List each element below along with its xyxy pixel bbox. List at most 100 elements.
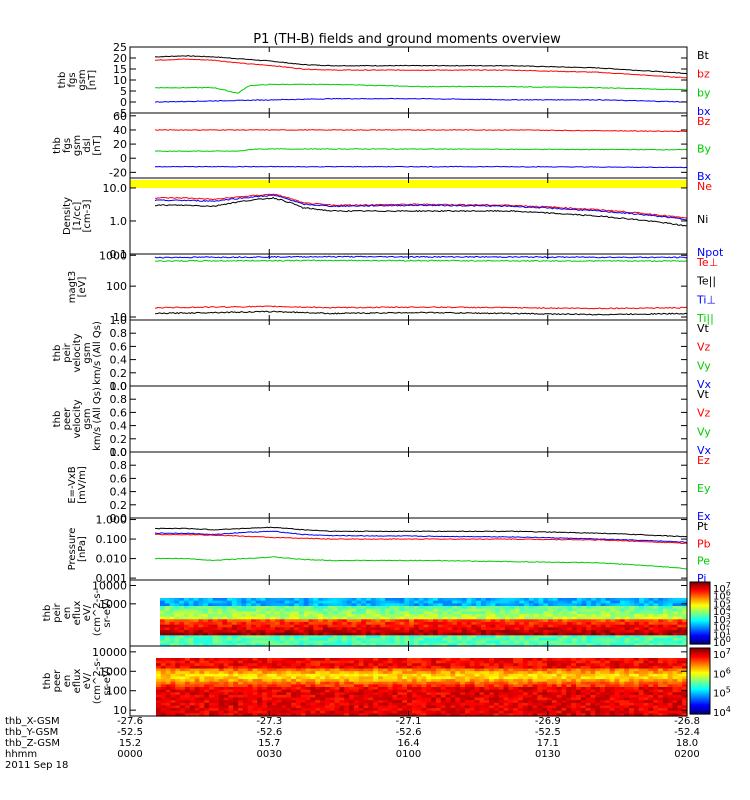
spectrogram-cell: [518, 692, 524, 696]
spectrogram-cell: [604, 697, 611, 701]
spectrogram-cell: [445, 679, 452, 683]
spectrogram-cell: [537, 681, 543, 685]
spectrogram-cell: [165, 694, 172, 699]
spectrogram-cell: [189, 713, 196, 717]
spectrogram-cell: [513, 702, 519, 707]
spectrogram-cell: [556, 689, 563, 693]
spectrogram-cell: [551, 681, 558, 685]
colorbar-cell: [690, 584, 710, 586]
legend-bt: Bt: [697, 49, 710, 62]
spectrogram-cell: [624, 614, 631, 618]
spectrogram-cell: [503, 687, 509, 691]
spectrogram-cell: [581, 624, 587, 628]
spectrogram-cell: [440, 708, 447, 712]
spectrogram-cell: [561, 687, 567, 691]
spectrogram-cell: [233, 679, 239, 683]
spectrogram-cell: [629, 700, 635, 704]
spectrogram-cell: [677, 713, 683, 717]
spectrogram-cell: [392, 676, 398, 680]
spectrogram-cell: [629, 687, 635, 691]
legend-bx: Bx: [697, 170, 712, 183]
spectrogram-cell: [629, 632, 635, 636]
spectrogram-cell: [614, 697, 621, 701]
spectrogram-cell: [571, 689, 577, 693]
spectrogram-cell: [402, 689, 408, 693]
spectrogram-cell: [207, 640, 214, 644]
spectrogram-cell: [609, 676, 616, 680]
spectrogram-cell: [399, 600, 405, 604]
spectrogram-cell: [156, 689, 162, 693]
spectrogram-cell: [267, 705, 273, 709]
spectrogram-cell: [247, 663, 254, 667]
spectrogram-cell: [619, 692, 625, 696]
spectrogram-cell: [289, 616, 295, 620]
spectrogram-cell: [493, 684, 500, 688]
spectrogram-cell: [378, 692, 384, 696]
spectrogram-cell: [600, 689, 606, 693]
spectrogram-cell: [174, 598, 180, 602]
spectrogram-cell: [170, 705, 176, 709]
spectrogram-cell: [460, 687, 466, 691]
spectrogram-cell: [382, 660, 389, 664]
spectrogram-cell: [464, 679, 471, 683]
spectrogram-cell: [586, 635, 592, 639]
spectrogram-cell: [533, 640, 540, 644]
spectrogram-cell: [428, 638, 434, 642]
spectrogram-cell: [204, 689, 210, 693]
spectrogram-cell: [194, 713, 201, 717]
spectrogram-cell: [260, 635, 266, 639]
spectrogram-cell: [279, 622, 286, 626]
spectrogram-cell: [366, 600, 372, 604]
spectrogram-cell: [493, 705, 500, 709]
spectrogram-cell: [480, 619, 487, 623]
spectrogram-cell: [349, 708, 355, 712]
spectrogram-cell: [404, 600, 410, 604]
spectrogram-cell: [236, 640, 243, 644]
spectrogram-cell: [440, 692, 447, 696]
x-axis-tick-value: -52.6: [396, 727, 422, 738]
spectrogram-cell: [600, 692, 606, 696]
spectrogram-cell: [461, 598, 468, 602]
spectrogram-cell: [241, 635, 247, 639]
spectrogram-cell: [466, 614, 473, 618]
spectrogram-cell: [294, 603, 300, 607]
spectrogram-cell: [207, 600, 214, 604]
spectrogram-cell: [271, 671, 278, 675]
spectrogram-cell: [677, 710, 683, 714]
spectrogram-cell: [373, 673, 379, 678]
spectrogram-cell: [218, 697, 225, 701]
spectrogram-cell: [433, 606, 439, 610]
spectrogram-cell: [450, 692, 456, 696]
spectrogram-cell: [223, 679, 230, 683]
spectrogram-cell: [332, 603, 338, 607]
spectrogram-cell: [358, 681, 365, 685]
spectrogram-cell: [375, 616, 381, 620]
spectrogram-cell: [677, 624, 683, 628]
spectrogram-cell: [648, 619, 655, 623]
spectrogram-cell: [522, 700, 529, 704]
spectrogram-cell: [270, 627, 276, 631]
spectrogram-cell: [351, 616, 358, 620]
spectrogram-cell: [450, 710, 456, 714]
spectrogram-cell: [380, 603, 386, 607]
spectrogram-cell: [375, 622, 381, 626]
spectrogram-cell: [498, 694, 505, 699]
spectrogram-cell: [575, 687, 582, 691]
spectrogram-cell: [431, 700, 437, 704]
spectrogram-cell: [308, 635, 314, 639]
spectrogram-cell: [580, 684, 587, 688]
y-tick-label: 100: [106, 280, 127, 293]
spectrogram-cell: [586, 608, 592, 612]
colorbar-cell: [690, 655, 710, 658]
spectrogram-cell: [629, 668, 635, 672]
spectrogram-cell: [378, 689, 384, 693]
spectrogram-cell: [303, 630, 310, 634]
spectrogram-cell: [407, 663, 413, 667]
spectrogram-cell: [344, 679, 350, 683]
spectrogram-cell: [233, 710, 239, 714]
spectrogram-cell: [402, 663, 408, 667]
spectrogram-cell: [527, 679, 534, 683]
spectrogram-cell: [231, 632, 238, 636]
colorbar-cell: [690, 632, 710, 635]
spectrogram-cell: [308, 616, 314, 620]
